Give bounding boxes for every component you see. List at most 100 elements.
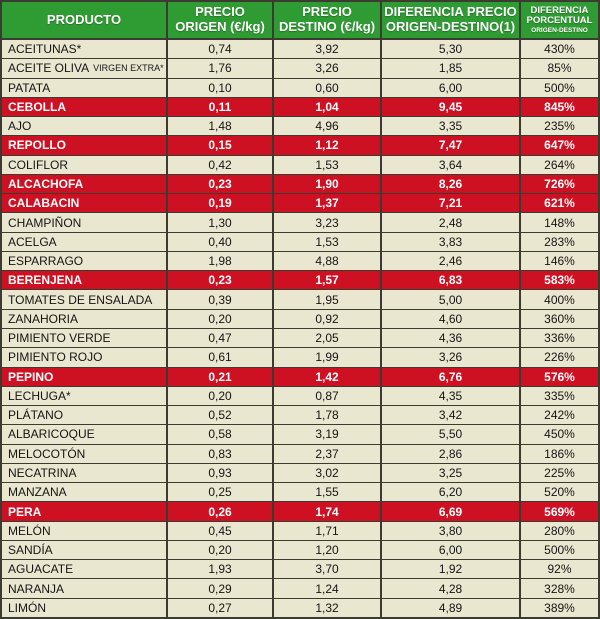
product-name: ALCACHOFA [8,176,84,191]
product-name: PLÁTANO [8,408,64,423]
product-name: BERENJENA [8,273,83,288]
price-difference-cell: 5,00 [382,290,521,309]
percent-difference-cell: 146% [544,254,575,269]
table-row: CHAMPIÑON 1,30 3,23 2,48 148% [2,213,598,233]
product-cell: ZANAHORIA [2,309,168,328]
price-difference-cell: 6,76 [382,367,521,386]
origin-price-cell: 0,29 [168,579,274,598]
origin-price-cell: 0,25 [168,483,274,502]
table-row: TOMATES DE ENSALADA 0,39 1,95 5,00 400% [2,290,598,310]
percent-difference-cell: 389% [544,600,575,615]
destination-price-cell: 1,78 [274,406,382,425]
product-cell: CEBOLLA [2,97,168,117]
price-difference-cell: 4,36 [382,328,521,348]
percent-difference-cell: 264% [544,157,575,172]
percent-difference-cell: 647% [544,138,575,153]
product-cell: AGUACATE [2,560,168,579]
table-row: LECHUGA* 0,20 0,87 4,35 335% [2,386,598,407]
destination-price-cell: 1,32 [274,598,382,617]
price-difference-cell: 7,21 [382,194,521,213]
product-name: PEPINO [8,369,54,384]
destination-price-cell: 1,53 [274,232,382,251]
percent-difference-cell: 576% [544,369,575,384]
destination-price-cell: 1,74 [274,502,382,521]
table-row: MELÓN 0,45 1,71 3,80 280% [2,521,598,541]
origin-price-cell: 0,45 [168,521,274,540]
destination-price-cell: 3,23 [274,213,382,232]
product-name: NECATRINA [8,465,77,480]
origin-price-cell: 1,48 [168,117,274,136]
price-difference-cell: 7,47 [382,136,521,155]
table-row: REPOLLO 0,15 1,12 7,47 647% [2,136,598,156]
percent-difference-cell: 450% [544,427,575,442]
col-header-precio-destino-line1: PRECIO [302,4,352,20]
percent-difference-cell: 283% [544,234,575,249]
origin-price-cell: 0,42 [168,155,274,174]
origin-price-cell: 0,20 [168,309,274,328]
product-name: TOMATES DE ENSALADA [8,292,153,307]
product-name: ESPARRAGO [8,254,84,269]
origin-price-cell: 1,93 [168,560,274,579]
product-cell: LECHUGA* [2,386,168,406]
origin-price-cell: 0,40 [168,232,274,251]
price-difference-cell: 2,46 [382,251,521,271]
table-row: ALCACHOFA 0,23 1,90 8,26 726% [2,174,598,195]
price-difference-cell: 6,69 [382,502,521,521]
product-name: ACEITUNAS* [8,42,82,57]
product-name: PIMIENTO VERDE [8,331,111,346]
table-row: CALABACIN 0,19 1,37 7,21 621% [2,194,598,214]
product-cell: MELÓN [2,521,168,540]
price-difference-cell: 3,26 [382,348,521,367]
table-row: SANDÍA 0,20 1,20 6,00 500% [2,540,598,561]
price-difference-cell: 2,48 [382,213,521,232]
product-cell: LIMÓN [2,598,168,617]
col-header-diferencia-line2: ORIGEN-DESTINO(1) [385,19,516,34]
table-row: LIMÓN 0,27 1,32 4,89 389% [2,598,598,617]
product-name: ZANAHORIA [8,311,79,326]
destination-price-cell: 3,02 [274,463,382,483]
percent-difference-cell: 360% [544,311,575,326]
origin-price-cell: 0,10 [168,78,274,97]
table-row: ZANAHORIA 0,20 0,92 4,60 360% [2,309,598,329]
table-row: PIMIENTO VERDE 0,47 2,05 4,36 336% [2,328,598,349]
price-difference-cell: 6,20 [382,483,521,502]
product-cell: PIMIENTO ROJO [2,348,168,367]
percent-difference-cell: 336% [544,331,575,346]
price-difference-cell: 3,35 [382,117,521,136]
product-cell: PIMIENTO VERDE [2,328,168,348]
col-header-diferencia-line1: DIFERENCIA PRECIO [384,4,517,20]
origin-price-cell: 0,27 [168,598,274,617]
origin-price-cell: 0,11 [168,97,274,117]
percent-difference-cell: 500% [544,543,575,558]
percent-difference-cell: 520% [544,485,575,500]
product-name-suffix: VIRGEN EXTRA* [93,63,164,74]
product-name: CHAMPIÑON [8,215,82,230]
destination-price-cell: 3,19 [274,425,382,444]
product-name: LIMÓN [8,600,47,615]
product-cell: CHAMPIÑON [2,213,168,232]
product-name: AJO [8,119,32,134]
destination-price-cell: 1,90 [274,174,382,194]
product-cell: BERENJENA [2,271,168,290]
product-cell: PERA [2,502,168,521]
table-row: AGUACATE 1,93 3,70 1,92 92% [2,560,598,580]
product-name: ACELGA [8,234,57,249]
origin-price-cell: 0,52 [168,406,274,425]
origin-price-cell: 0,20 [168,540,274,560]
product-name: AGUACATE [8,562,74,577]
product-cell: REPOLLO [2,136,168,155]
destination-price-cell: 2,05 [274,328,382,348]
col-header-precio-origen-line2: ORIGEN (€/kg) [175,19,265,34]
product-cell: ACEITE OLIVA VIRGEN EXTRA* [2,59,168,78]
product-cell: NECATRINA [2,463,168,483]
product-name: ALBARICOQUE [8,427,95,442]
table-row: ACEITE OLIVA VIRGEN EXTRA* 1,76 3,26 1,85 85% [2,59,598,79]
product-cell: AJO [2,117,168,136]
percent-difference-cell: 226% [544,350,575,365]
product-cell: ACELGA [2,232,168,251]
table-row: ESPARRAGO 1,98 4,88 2,46 146% [2,251,598,272]
product-cell: ALBARICOQUE [2,425,168,444]
price-difference-cell: 6,83 [382,271,521,290]
origin-price-cell: 0,39 [168,290,274,309]
